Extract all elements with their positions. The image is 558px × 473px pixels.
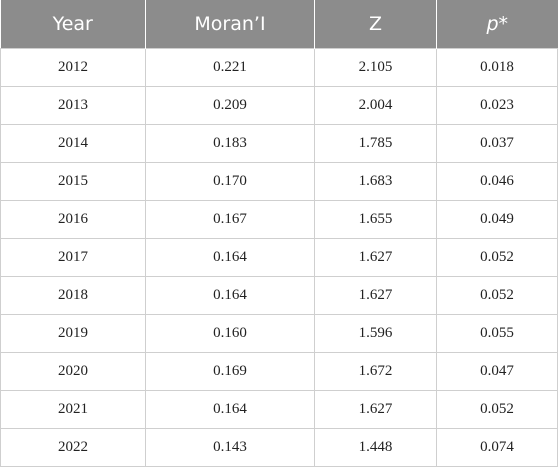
cell-year: 2015: [0, 162, 146, 201]
cell-z: 1.785: [314, 124, 437, 163]
header-p-value: p*: [436, 0, 558, 49]
cell-morans-i: 0.209: [145, 86, 315, 125]
cell-morans-i: 0.169: [145, 352, 315, 391]
cell-z: 1.448: [314, 428, 437, 467]
cell-p-value: 0.018: [436, 48, 558, 87]
table-row: 2013 0.209 2.004 0.023: [0, 86, 558, 125]
cell-z: 1.596: [314, 314, 437, 353]
table-row: 2020 0.169 1.672 0.047: [0, 352, 558, 391]
cell-z: 1.683: [314, 162, 437, 201]
table-row: 2021 0.164 1.627 0.052: [0, 390, 558, 429]
cell-year: 2017: [0, 238, 146, 277]
cell-year: 2022: [0, 428, 146, 467]
cell-z: 1.672: [314, 352, 437, 391]
cell-z: 1.655: [314, 200, 437, 239]
table-row: 2019 0.160 1.596 0.055: [0, 314, 558, 353]
table-row: 2016 0.167 1.655 0.049: [0, 200, 558, 239]
cell-p-value: 0.052: [436, 238, 558, 277]
cell-p-value: 0.047: [436, 352, 558, 391]
cell-year: 2012: [0, 48, 146, 87]
cell-year: 2020: [0, 352, 146, 391]
cell-p-value: 0.052: [436, 276, 558, 315]
table-header: Year Moran’I Z p*: [0, 0, 558, 49]
cell-z: 1.627: [314, 238, 437, 277]
cell-morans-i: 0.221: [145, 48, 315, 87]
cell-morans-i: 0.143: [145, 428, 315, 467]
cell-z: 2.004: [314, 86, 437, 125]
header-year: Year: [0, 0, 146, 49]
cell-year: 2013: [0, 86, 146, 125]
cell-morans-i: 0.160: [145, 314, 315, 353]
cell-year: 2021: [0, 390, 146, 429]
table-row: 2012 0.221 2.105 0.018: [0, 48, 558, 87]
header-z: Z: [314, 0, 437, 49]
header-morans-i: Moran’I: [145, 0, 315, 49]
cell-morans-i: 0.164: [145, 276, 315, 315]
cell-z: 1.627: [314, 390, 437, 429]
cell-p-value: 0.023: [436, 86, 558, 125]
cell-morans-i: 0.183: [145, 124, 315, 163]
header-row: Year Moran’I Z p*: [0, 0, 558, 49]
cell-year: 2019: [0, 314, 146, 353]
cell-p-value: 0.049: [436, 200, 558, 239]
table-row: 2018 0.164 1.627 0.052: [0, 276, 558, 315]
table-body: 2012 0.221 2.105 0.018 2013 0.209 2.004 0.023 20…: [0, 48, 558, 467]
table-row: 2015 0.170 1.683 0.046: [0, 162, 558, 201]
cell-p-value: 0.046: [436, 162, 558, 201]
table-row: 2014 0.183 1.785 0.037: [0, 124, 558, 163]
cell-morans-i: 0.170: [145, 162, 315, 201]
cell-year: 2018: [0, 276, 146, 315]
cell-p-value: 0.055: [436, 314, 558, 353]
cell-z: 2.105: [314, 48, 437, 87]
cell-year: 2016: [0, 200, 146, 239]
cell-morans-i: 0.164: [145, 238, 315, 277]
cell-p-value: 0.074: [436, 428, 558, 467]
cell-p-value: 0.037: [436, 124, 558, 163]
cell-z: 1.627: [314, 276, 437, 315]
cell-year: 2014: [0, 124, 146, 163]
cell-p-value: 0.052: [436, 390, 558, 429]
cell-morans-i: 0.164: [145, 390, 315, 429]
table-row: 2017 0.164 1.627 0.052: [0, 238, 558, 277]
cell-morans-i: 0.167: [145, 200, 315, 239]
table-row: 2022 0.143 1.448 0.074: [0, 428, 558, 467]
